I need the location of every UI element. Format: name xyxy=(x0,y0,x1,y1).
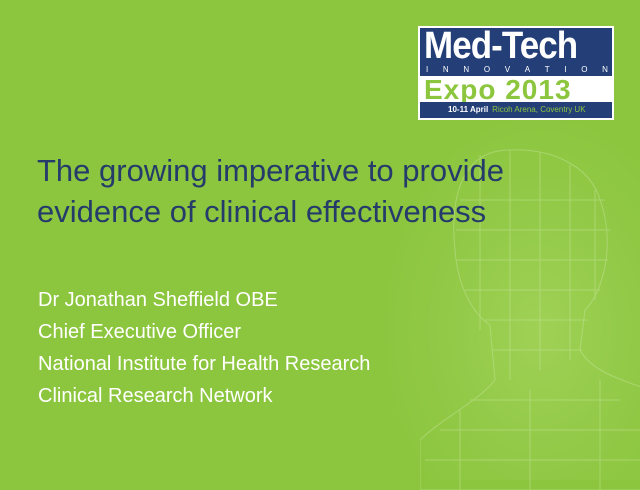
presenter-role: Chief Executive Officer xyxy=(38,321,242,343)
logo-letter: N xyxy=(602,65,608,74)
logo-top-band: Med-Tech I N N O V A T I O N xyxy=(420,25,612,76)
med-tech-expo-logo: Med-Tech I N N O V A T I O N Expo 2013 1… xyxy=(418,25,614,120)
logo-dates: 10-11 April xyxy=(448,105,489,114)
logo-letter: I xyxy=(564,65,567,74)
logo-innovation: I N N O V A T I O N xyxy=(426,65,608,74)
logo-letter: N xyxy=(442,65,449,74)
logo-date-band: 10-11 April Ricoh Arena, Coventry UK xyxy=(420,102,612,118)
logo-expo-2013: Expo 2013 xyxy=(424,74,572,105)
logo-letter: I xyxy=(426,65,429,74)
logo-letter: T xyxy=(544,65,550,74)
organisation: National Institute for Health Research xyxy=(38,353,371,375)
logo-letter: O xyxy=(483,65,491,74)
slide-title: The growing imperative to provide eviden… xyxy=(37,153,504,229)
logo-letter: N xyxy=(463,65,470,74)
presenter-name: Dr Jonathan Sheffield OBE xyxy=(38,289,278,311)
logo-venue: Ricoh Arena, Coventry UK xyxy=(492,105,586,114)
wireframe-head-illustration xyxy=(420,149,640,490)
logo-letter: O xyxy=(581,65,588,74)
logo-letter: A xyxy=(524,65,531,74)
network: Clinical Research Network xyxy=(38,385,273,407)
logo-letter: V xyxy=(504,65,511,74)
logo-med-tech: Med-Tech xyxy=(424,25,578,67)
slide-subtitle: Dr Jonathan Sheffield OBE Chief Executiv… xyxy=(38,284,370,412)
